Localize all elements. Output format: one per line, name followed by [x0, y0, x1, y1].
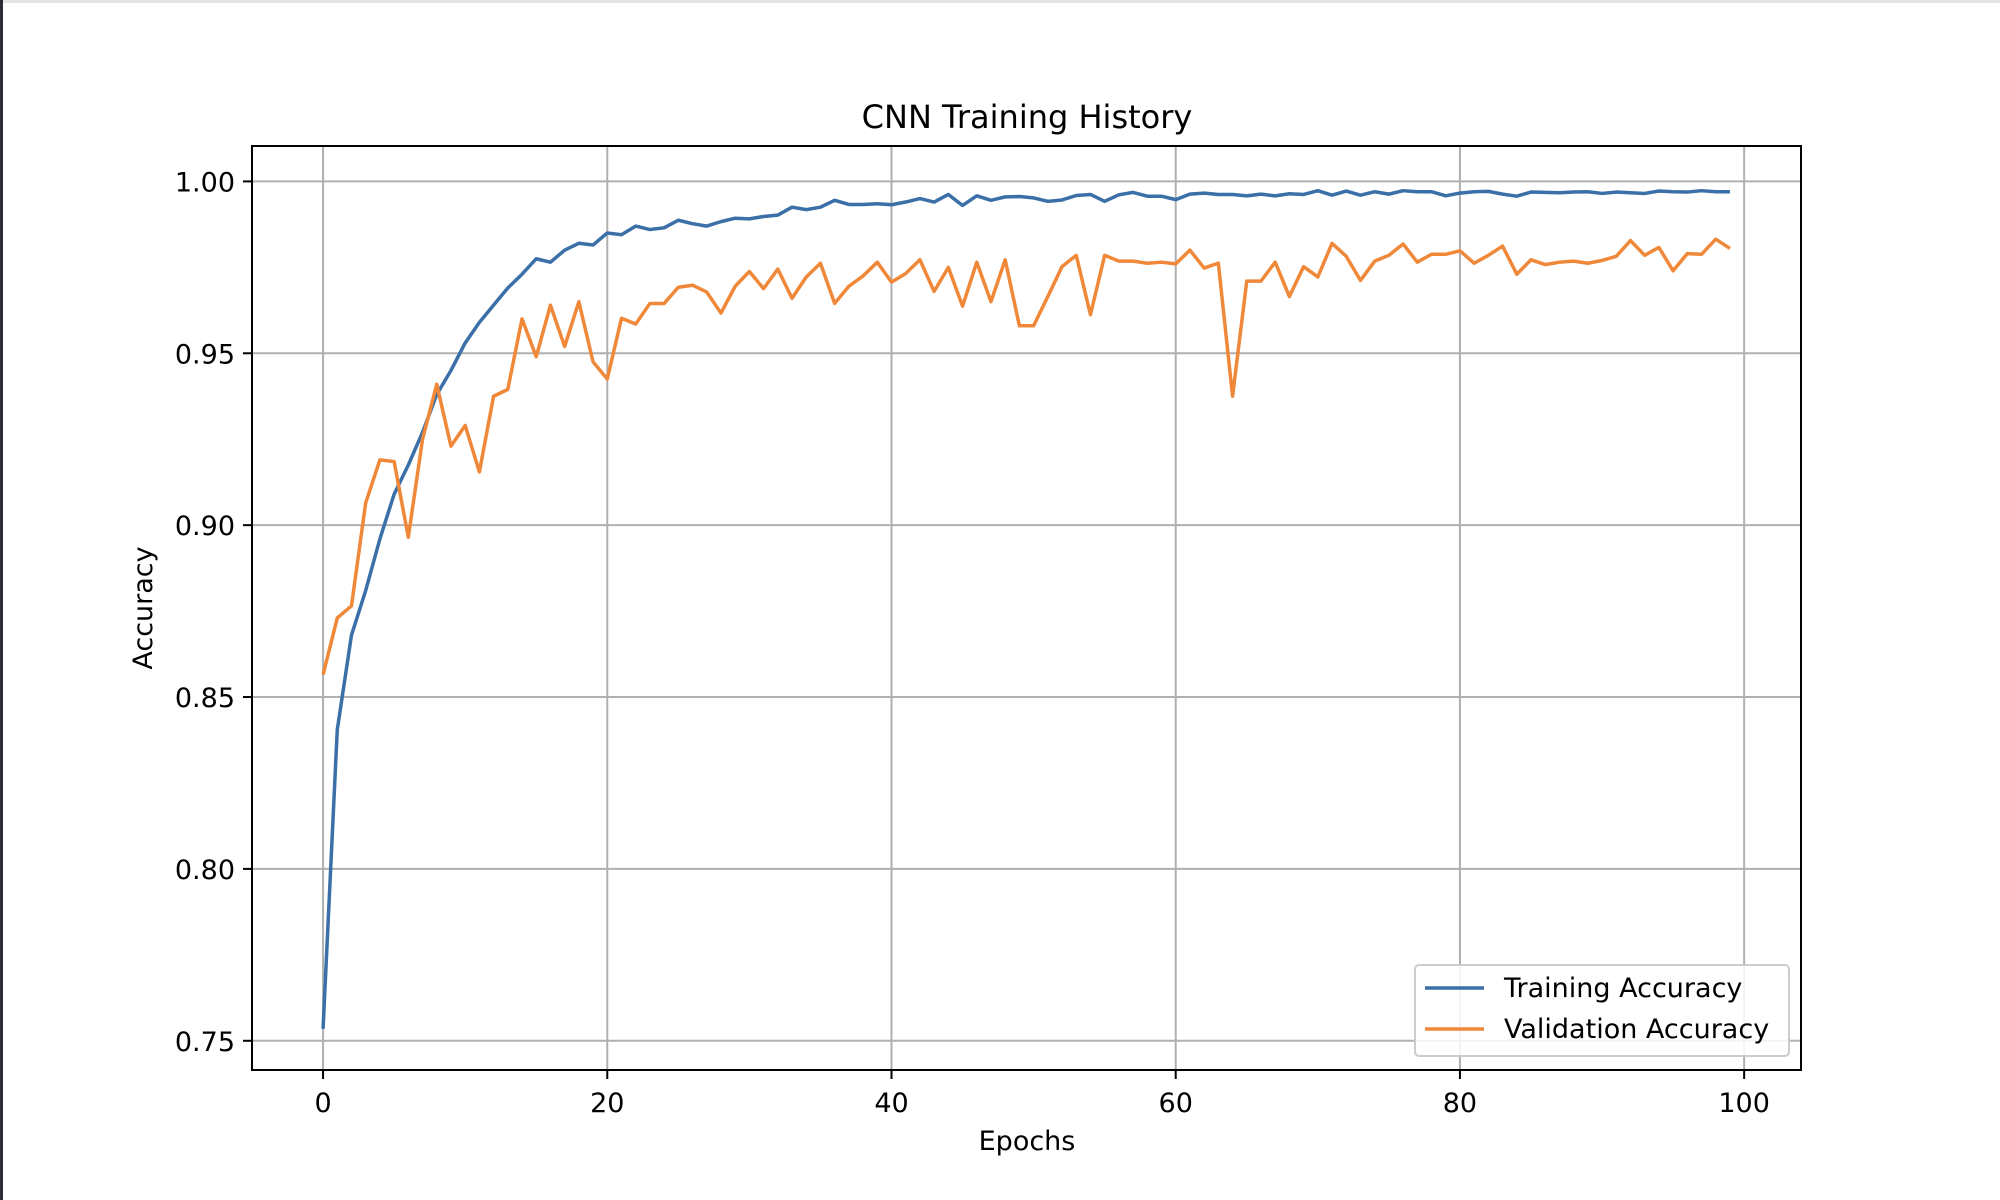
- x-tick-label: 80: [1443, 1088, 1477, 1119]
- y-axis: 0.75 0.80 0.85 0.90 0.95 1.00: [175, 167, 252, 1058]
- series-layer: [321, 188, 1731, 1029]
- y-tick-label: 0.90: [175, 511, 235, 542]
- chart-title: CNN Training History: [862, 98, 1193, 136]
- x-tick-label: 0: [314, 1088, 331, 1119]
- y-tick-label: 0.95: [175, 339, 235, 370]
- legend-label-validation: Validation Accuracy: [1504, 1014, 1769, 1045]
- legend: Training Accuracy Validation Accuracy: [1414, 964, 1790, 1057]
- window-top-border: [0, 0, 2000, 3]
- window-left-border: [0, 0, 3, 1200]
- x-tick-label: 100: [1718, 1088, 1770, 1119]
- x-axis: 0 20 40 60 80 100: [314, 1070, 1770, 1119]
- x-tick-label: 40: [874, 1088, 908, 1119]
- legend-box: [1414, 964, 1790, 1057]
- x-tick-label: 60: [1159, 1088, 1193, 1119]
- plot-frame: [251, 145, 1802, 1071]
- y-axis-label: Accuracy: [128, 546, 159, 669]
- x-tick-label: 20: [590, 1088, 624, 1119]
- series-line-validation-accuracy: [321, 237, 1731, 676]
- y-tick-label: 0.75: [175, 1027, 235, 1058]
- x-axis-label: Epochs: [979, 1126, 1076, 1157]
- grid: [252, 146, 1801, 1070]
- legend-label-training: Training Accuracy: [1503, 973, 1742, 1004]
- y-tick-label: 1.00: [175, 167, 235, 198]
- y-tick-label: 0.80: [175, 855, 235, 886]
- series-line-training-accuracy: [321, 188, 1730, 1029]
- y-tick-label: 0.85: [175, 683, 235, 714]
